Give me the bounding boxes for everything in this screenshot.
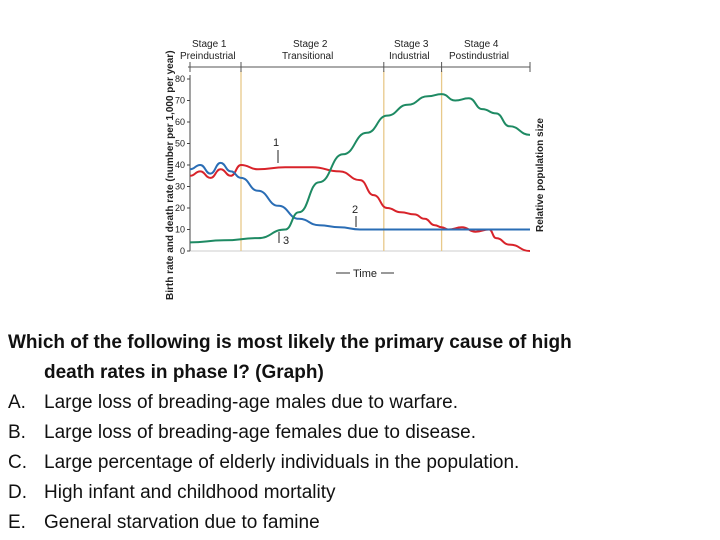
y-axis-title: Birth rate and death rate (number per 1,… xyxy=(165,50,176,300)
y-tick-label-80: 80 xyxy=(175,74,185,84)
stage-1-name: Stage 1 xyxy=(192,39,227,50)
y-tick-label-30: 30 xyxy=(175,182,185,192)
question-line-1: Which of the following is most likely th… xyxy=(8,332,572,353)
annotation-1: 1 xyxy=(273,137,279,149)
y-tick-label-70: 70 xyxy=(175,96,185,106)
option-c-letter: C. xyxy=(8,452,27,473)
birth-line xyxy=(189,164,531,252)
y-tick-label-60: 60 xyxy=(175,117,185,127)
y-tick-label-0: 0 xyxy=(180,246,185,256)
stage-1-sub: Preindustrial xyxy=(180,51,236,62)
annotation-3: 3 xyxy=(283,235,289,247)
y-ticks: 0 10 20 30 40 50 60 70 80 xyxy=(175,74,190,256)
option-e[interactable]: E. General starvation due to famine xyxy=(8,508,714,538)
option-a[interactable]: A. Large loss of breading-age males due … xyxy=(8,388,714,418)
death-line xyxy=(189,161,530,231)
x-axis-title: Time xyxy=(353,268,377,280)
option-c[interactable]: C. Large percentage of elderly individua… xyxy=(8,448,714,478)
option-d[interactable]: D. High infant and childhood mortality xyxy=(8,478,714,508)
series-lines xyxy=(189,93,531,252)
demographic-transition-chart: Stage 1 Preindustrial Stage 2 Transition… xyxy=(158,0,560,322)
option-b-letter: B. xyxy=(8,422,26,443)
option-b-text: Large loss of breading-age females due t… xyxy=(44,422,476,443)
stage-3-name: Stage 3 xyxy=(394,39,429,50)
stage-boundaries xyxy=(189,62,531,251)
y-tick-label-20: 20 xyxy=(175,203,185,213)
option-e-text: General starvation due to famine xyxy=(44,512,320,533)
option-d-letter: D. xyxy=(8,482,27,503)
annotation-2: 2 xyxy=(352,204,358,216)
stage-4-sub: Postindustrial xyxy=(449,51,509,62)
stage-3-sub: Industrial xyxy=(389,51,430,62)
question-line-2: death rates in phase I? (Graph) xyxy=(44,362,324,383)
question-block: Which of the following is most likely th… xyxy=(8,328,714,538)
chart-frame xyxy=(189,75,530,252)
y-tick-label-50: 50 xyxy=(175,139,185,149)
option-e-letter: E. xyxy=(8,512,26,533)
y-tick-label-10: 10 xyxy=(175,225,185,235)
right-axis-title: Relative population size xyxy=(535,118,546,232)
stage-4-name: Stage 4 xyxy=(464,39,499,50)
stage-2-name: Stage 2 xyxy=(293,39,328,50)
option-c-text: Large percentage of elderly individuals … xyxy=(44,452,520,473)
y-tick-label-40: 40 xyxy=(175,160,185,170)
option-a-text: Large loss of breading-age males due to … xyxy=(44,392,459,413)
option-b[interactable]: B. Large loss of breading-age females du… xyxy=(8,418,714,448)
stage-2-sub: Transitional xyxy=(282,51,333,62)
population-line xyxy=(189,93,531,244)
option-d-text: High infant and childhood mortality xyxy=(44,482,336,503)
chart-canvas: Stage 1 Preindustrial Stage 2 Transition… xyxy=(165,39,546,300)
option-a-letter: A. xyxy=(8,392,26,413)
